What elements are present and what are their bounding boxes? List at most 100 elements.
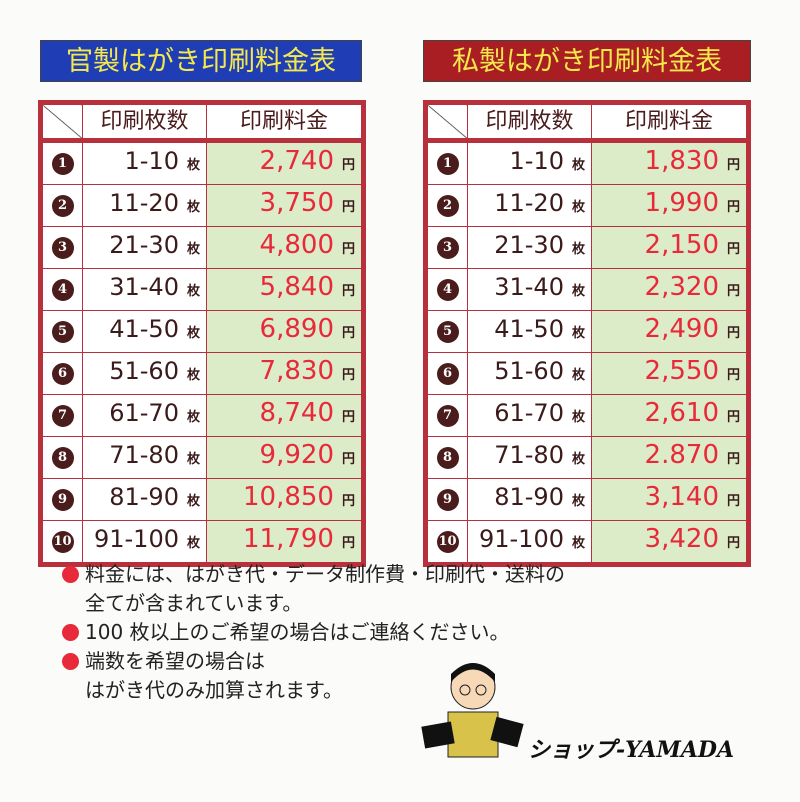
- row-number: 4: [425, 268, 468, 311]
- row-number: 3: [425, 226, 468, 269]
- notes: 料金には、はがき代・データ制作費・印刷代・送料の 全てが含まれています。 100…: [62, 560, 565, 705]
- table-row: 6 51-60 枚 7,830 円: [40, 352, 364, 395]
- price-cell: 4,800 円: [206, 226, 364, 269]
- price-value: 7,830: [259, 356, 334, 386]
- row-number: 5: [425, 310, 468, 353]
- unit-label: 枚: [186, 536, 200, 551]
- circled-number-icon: 4: [436, 279, 459, 301]
- unit-label: 枚: [571, 242, 585, 257]
- count-range: 11-20: [494, 189, 564, 217]
- circled-number-icon: 2: [51, 195, 74, 217]
- row-number: 5: [40, 310, 83, 353]
- unit-label: 枚: [571, 536, 585, 551]
- circled-number-icon: 10: [436, 531, 459, 553]
- price-cell: 3,420 円: [591, 520, 749, 565]
- unit-label: 枚: [186, 494, 200, 509]
- row-number: 2: [425, 184, 468, 227]
- count-range: 21-30: [109, 231, 179, 259]
- row-number: 7: [425, 394, 468, 437]
- count-range: 81-90: [494, 483, 564, 511]
- price-cell: 2,490 円: [591, 310, 749, 353]
- yen-label: 円: [341, 158, 355, 173]
- row-number: 6: [40, 352, 83, 395]
- table-row: 7 61-70 枚 8,740 円: [40, 394, 364, 437]
- unit-label: 枚: [186, 410, 200, 425]
- table-row: 9 81-90 枚 10,850 円: [40, 478, 364, 521]
- table-row: 10 91-100 枚 3,420 円: [425, 520, 749, 565]
- row-number: 4: [40, 268, 83, 311]
- table-row: 8 71-80 枚 9,920 円: [40, 436, 364, 479]
- circled-number-icon: 5: [436, 321, 459, 343]
- count-cell: 51-60 枚: [467, 352, 592, 395]
- row-number: 6: [425, 352, 468, 395]
- count-cell: 81-90 枚: [467, 478, 592, 521]
- row-number: 8: [40, 436, 83, 479]
- circled-number-icon: 10: [51, 531, 74, 553]
- yen-label: 円: [726, 536, 740, 551]
- bullet-icon: [62, 653, 79, 670]
- note-text: 100 枚以上のご希望の場合はご連絡ください。: [85, 620, 510, 644]
- circled-number-icon: 7: [51, 405, 74, 427]
- yen-label: 円: [726, 284, 740, 299]
- price-value: 2,740: [259, 146, 334, 176]
- table-row: 9 81-90 枚 3,140 円: [425, 478, 749, 521]
- unit-label: 枚: [186, 452, 200, 467]
- row-number: 8: [425, 436, 468, 479]
- price-value: 2,610: [644, 398, 719, 428]
- count-cell: 21-30 枚: [82, 226, 207, 269]
- count-cell: 11-20 枚: [82, 184, 207, 227]
- circled-number-icon: 1: [51, 153, 74, 175]
- yen-label: 円: [726, 452, 740, 467]
- row-number: 2: [40, 184, 83, 227]
- yen-label: 円: [341, 452, 355, 467]
- table-row: 6 51-60 枚 2,550 円: [425, 352, 749, 395]
- count-range: 1-10: [124, 147, 179, 175]
- row-number: 9: [425, 478, 468, 521]
- count-range: 41-50: [494, 315, 564, 343]
- circled-number-icon: 8: [51, 447, 74, 469]
- table-row: 7 61-70 枚 2,610 円: [425, 394, 749, 437]
- table-row: 10 91-100 枚 11,790 円: [40, 520, 364, 565]
- table-row: 3 21-30 枚 4,800 円: [40, 226, 364, 269]
- row-number: 1: [425, 140, 468, 185]
- price-header: 印刷料金: [591, 102, 749, 143]
- count-range: 71-80: [109, 441, 179, 469]
- shop-logo: ショップ-YAMADA: [528, 737, 735, 763]
- price-value: 10,850: [243, 482, 334, 512]
- mascot-illustration: [421, 663, 524, 758]
- note-item: 料金には、はがき代・データ制作費・印刷代・送料の: [62, 560, 565, 589]
- note-item: 端数を希望の場合は: [62, 647, 565, 676]
- table-row: 5 41-50 枚 2,490 円: [425, 310, 749, 353]
- row-number: 10: [40, 520, 83, 565]
- table-row: 2 11-20 枚 1,990 円: [425, 184, 749, 227]
- yen-label: 円: [341, 494, 355, 509]
- circled-number-icon: 7: [436, 405, 459, 427]
- circled-number-icon: 6: [436, 363, 459, 385]
- unit-label: 枚: [571, 284, 585, 299]
- note-item-cont: はがき代のみ加算されます。: [85, 678, 343, 702]
- count-range: 41-50: [109, 315, 179, 343]
- price-cell: 2,550 円: [591, 352, 749, 395]
- circled-number-icon: 9: [51, 489, 74, 511]
- count-range: 61-70: [494, 399, 564, 427]
- yen-label: 円: [726, 494, 740, 509]
- table-row: 3 21-30 枚 2,150 円: [425, 226, 749, 269]
- unit-label: 枚: [571, 326, 585, 341]
- note-text: 端数を希望の場合は: [85, 649, 265, 673]
- left-table-title: 官製はがき印刷料金表: [40, 40, 362, 82]
- table-row: 8 71-80 枚 2.870 円: [425, 436, 749, 479]
- count-cell: 71-80 枚: [82, 436, 207, 479]
- price-cell: 2,320 円: [591, 268, 749, 311]
- price-header: 印刷料金: [206, 102, 364, 143]
- price-value: 4,800: [259, 230, 334, 260]
- row-number: 7: [40, 394, 83, 437]
- count-cell: 81-90 枚: [82, 478, 207, 521]
- count-cell: 41-50 枚: [467, 310, 592, 353]
- count-range: 11-20: [109, 189, 179, 217]
- unit-label: 枚: [186, 284, 200, 299]
- header-row: 印刷枚数 印刷料金: [425, 102, 749, 143]
- count-cell: 1-10 枚: [82, 140, 207, 185]
- yen-label: 円: [726, 158, 740, 173]
- yen-label: 円: [726, 200, 740, 215]
- count-range: 51-60: [109, 357, 179, 385]
